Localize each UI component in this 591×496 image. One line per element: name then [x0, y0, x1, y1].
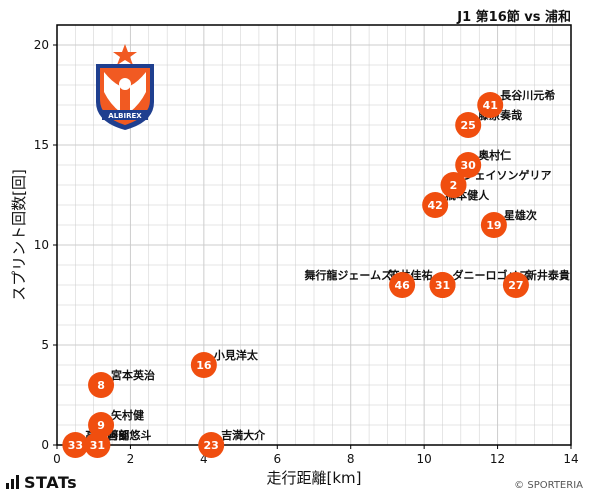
data-point-label: ジェイソンゲリア [464, 168, 552, 182]
data-point: 23 [198, 432, 225, 458]
grid-lines [56, 24, 572, 446]
data-point: 19 [480, 212, 507, 238]
data-point: 8 [88, 372, 115, 398]
x-tick-label: 4 [200, 452, 208, 466]
data-point-marker [389, 272, 416, 298]
y-tick-label: 5 [41, 338, 49, 352]
data-point-label: 星雄次 [504, 208, 537, 222]
data-point: 9 [88, 412, 115, 438]
x-axis-label: 走行距離[km] [266, 469, 361, 487]
data-point-marker [190, 352, 217, 378]
data-point: 33 [62, 432, 89, 458]
stats-bars-icon [6, 475, 19, 489]
data-point-number: 31 [90, 439, 105, 452]
data-point-number: 16 [196, 359, 212, 372]
data-point-number: 42 [428, 199, 443, 212]
y-axis-label: スプリント回数[回] [10, 169, 28, 301]
data-point-marker [455, 152, 482, 178]
data-point-label: 阿部悠斗 [107, 428, 151, 442]
data-point: 41 [477, 92, 504, 118]
data-point-label: 宮本英治 [111, 368, 155, 382]
data-point-number: 9 [97, 419, 105, 432]
plot-frame [56, 24, 572, 446]
data-point-label: 奥村仁 [477, 148, 511, 162]
data-point-marker [477, 92, 504, 118]
data-point-label: 矢村健 [111, 408, 145, 422]
data-point: 25 [455, 112, 482, 138]
copyright-text: © SPORTERIA [514, 480, 583, 491]
data-point: 27 [502, 272, 529, 298]
club-emblem: ALBIREX [92, 42, 158, 136]
data-point-number: 41 [483, 99, 498, 112]
x-tick-label: 0 [53, 452, 61, 466]
data-point: 30 [455, 152, 482, 178]
data-point-number: 27 [508, 279, 523, 292]
data-point-number: 46 [394, 279, 410, 292]
x-tick-label: 10 [417, 452, 432, 466]
data-point-marker [84, 432, 111, 458]
data-point-label: 舞行龍ジェームズ [304, 268, 392, 282]
data-points: 41253024219461131271689233331 [62, 92, 529, 458]
x-tick-label: 14 [563, 452, 578, 466]
data-point-number: 25 [461, 119, 476, 132]
data-point-marker [502, 272, 529, 298]
data-point-marker [88, 372, 115, 398]
data-point-number: 8 [97, 379, 105, 392]
data-point: 42 [422, 192, 449, 218]
data-point-label: 吉満大介 [221, 428, 266, 442]
data-point-number: 2 [450, 179, 458, 192]
data-point: 31 [84, 432, 111, 458]
page-title: J1 第16節 vs 浦和 [457, 10, 571, 25]
data-point-marker [480, 212, 507, 238]
data-point-number: 31 [435, 279, 450, 292]
data-point: 16 [190, 352, 217, 378]
data-point: 31 [429, 272, 456, 298]
stats-logo: STATs [6, 472, 77, 492]
data-point-number: 30 [461, 159, 477, 172]
data-point-marker [422, 192, 449, 218]
albirex-emblem-icon: ALBIREX [96, 44, 154, 130]
data-point-marker [62, 432, 89, 458]
data-point-label: 小見洋太 [213, 348, 259, 362]
brand-text: STATs [24, 472, 78, 492]
data-point: 2 [440, 172, 467, 198]
data-point: 46 [389, 272, 416, 298]
x-tick-label: 6 [273, 452, 281, 466]
data-point-marker [440, 172, 467, 198]
data-point-marker [198, 432, 225, 458]
x-tick-label: 8 [347, 452, 355, 466]
data-point-number: 23 [204, 439, 219, 452]
data-point-label: 新井泰貴 [526, 268, 570, 282]
x-tick-label: 12 [490, 452, 505, 466]
y-tick-label: 10 [34, 238, 49, 252]
y-tick-label: 0 [41, 438, 49, 452]
data-point-marker [455, 112, 482, 138]
y-tick-label: 15 [34, 138, 49, 152]
y-tick-label: 20 [34, 38, 49, 52]
data-point-number: 33 [68, 439, 83, 452]
data-point-marker [429, 272, 456, 298]
data-point-label: 長谷川元希 [500, 88, 555, 102]
x-tick-label: 2 [127, 452, 135, 466]
data-point-number: 19 [486, 219, 501, 232]
data-point-marker [88, 412, 115, 438]
emblem-text: ALBIREX [108, 112, 142, 120]
